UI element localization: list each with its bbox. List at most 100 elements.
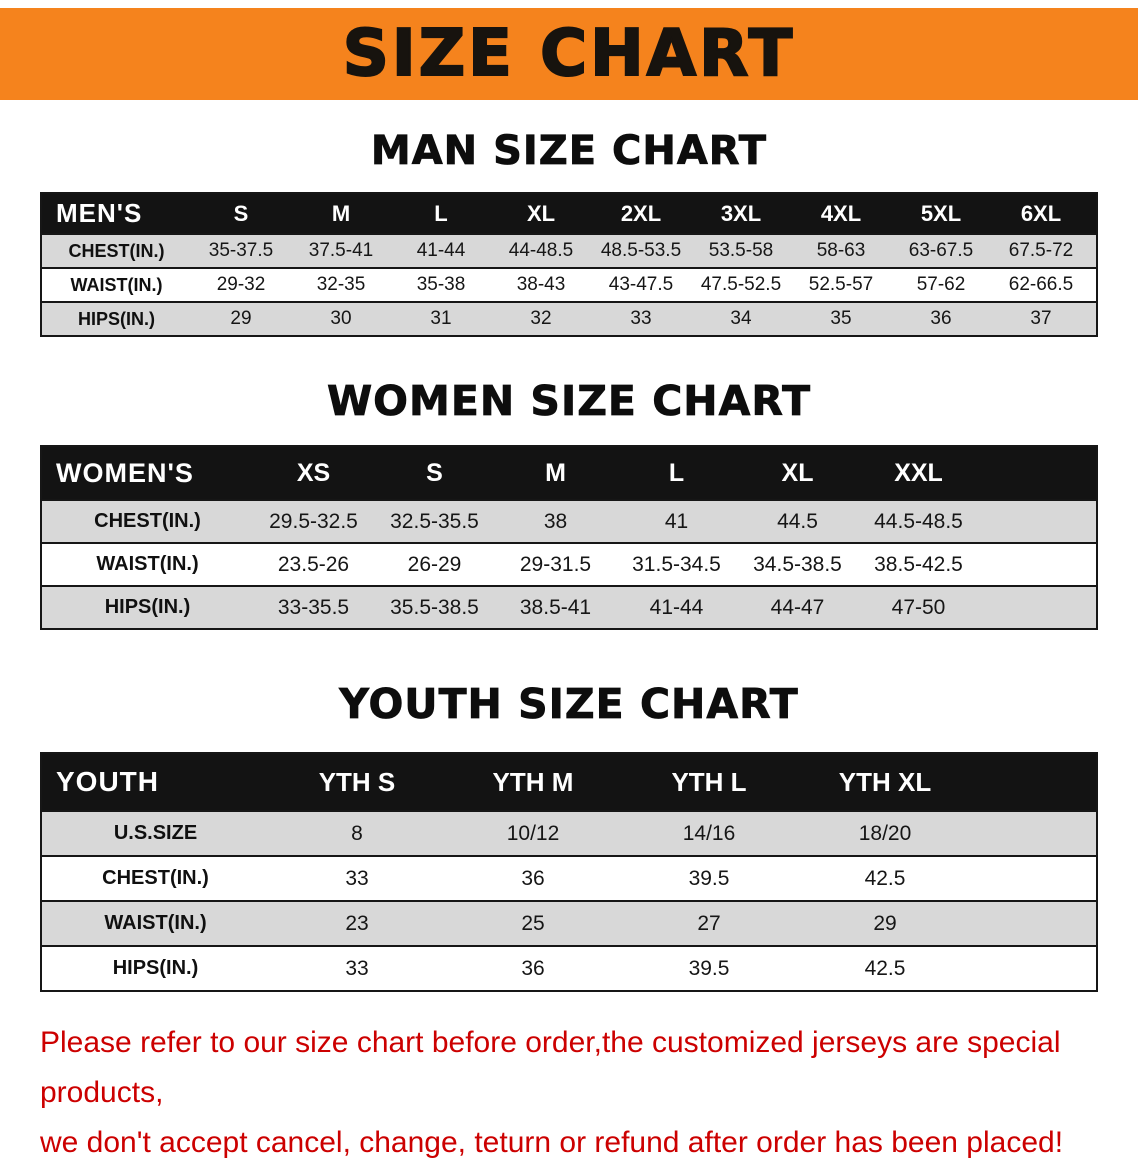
size-value-cell: 34 [691,301,791,336]
row-label: WAIST(IN.) [41,267,191,302]
size-value-cell: 35 [791,301,891,336]
row-label: CHEST(IN.) [41,855,269,901]
size-value-cell: 41-44 [391,233,491,268]
size-column-header: M [291,193,391,234]
size-value-cell: 38-43 [491,267,591,302]
size-column-header: L [391,193,491,234]
women-size-section: WOMEN SIZE CHART WOMEN'S XS S M L XL XXL CHEST(… [0,377,1138,630]
table-header-row: MEN'S S M L XL 2XL 3XL 4XL 5XL 6XL [41,193,1097,234]
size-value-cell: 32 [491,301,591,336]
size-value-cell: 42.5 [797,945,973,991]
row-label: HIPS(IN.) [41,945,269,991]
size-value-cell: 33 [269,855,445,901]
size-value-cell: 8 [269,810,445,856]
size-value-cell: 67.5-72 [991,233,1091,268]
size-value-cell: 37.5-41 [291,233,391,268]
size-column-header: 4XL [791,193,891,234]
size-chart-content: MAN SIZE CHART MEN'S S M L XL 2XL 3XL 4XL 5XL 6XL… [0,128,1138,1168]
disclaimer-line-1: Please refer to our size chart before or… [40,1026,1061,1109]
youth-size-table: YOUTH YTH S YTH M YTH L YTH XL U.S.SIZE 8 10/12… [40,752,1098,992]
size-value-cell: 33-35.5 [253,585,374,629]
size-value-cell: 35.5-38.5 [374,585,495,629]
size-value-cell: 30 [291,301,391,336]
table-row: CHEST(IN.) 35-37.5 37.5-41 41-44 44-48.5 48.5… [41,233,1097,268]
row-label: U.S.SIZE [41,810,269,856]
spacer-cell [979,542,1097,586]
spacer-cell [973,810,1097,856]
size-value-cell: 29-31.5 [495,542,616,586]
spacer-cell [1091,193,1097,234]
size-value-cell: 57-62 [891,267,991,302]
size-value-cell: 35-37.5 [191,233,291,268]
size-column-header: 3XL [691,193,791,234]
table-row: HIPS(IN.) 29 30 31 32 33 34 35 36 37 [41,301,1097,336]
spacer-cell [973,753,1097,811]
size-column-header: 5XL [891,193,991,234]
size-value-cell: 34.5-38.5 [737,542,858,586]
table-row: WAIST(IN.) 29-32 32-35 35-38 38-43 43-47.5 47.… [41,267,1097,302]
disclaimer-note: Please refer to our size chart before or… [40,1018,1138,1168]
size-column-header: XL [491,193,591,234]
table-row: CHEST(IN.) 33 36 39.5 42.5 [41,855,1097,901]
table-row: CHEST(IN.) 29.5-32.5 32.5-35.5 38 41 44.5 44.5… [41,499,1097,543]
row-label: CHEST(IN.) [41,499,253,543]
size-value-cell: 25 [445,900,621,946]
size-value-cell: 27 [621,900,797,946]
size-chart-banner: SIZE CHART [0,8,1138,100]
youth-size-section: YOUTH SIZE CHART YOUTH YTH S YTH M YTH L YTH… [0,680,1138,992]
spacer-cell [973,855,1097,901]
spacer-cell [1091,267,1097,302]
size-value-cell: 44-47 [737,585,858,629]
size-value-cell: 63-67.5 [891,233,991,268]
size-column-header: S [374,446,495,500]
row-label: HIPS(IN.) [41,301,191,336]
table-row: HIPS(IN.) 33-35.5 35.5-38.5 38.5-41 41-44 44-… [41,585,1097,629]
size-column-header: XXL [858,446,979,500]
size-value-cell: 29-32 [191,267,291,302]
size-value-cell: 32.5-35.5 [374,499,495,543]
table-row: U.S.SIZE 8 10/12 14/16 18/20 [41,810,1097,856]
size-value-cell: 42.5 [797,855,973,901]
size-value-cell: 44-48.5 [491,233,591,268]
size-column-header: YTH S [269,753,445,811]
size-value-cell: 23 [269,900,445,946]
size-column-header: YTH XL [797,753,973,811]
spacer-cell [973,900,1097,946]
size-value-cell: 29 [191,301,291,336]
size-column-header: YTH L [621,753,797,811]
size-value-cell: 43-47.5 [591,267,691,302]
table-header-row: WOMEN'S XS S M L XL XXL [41,446,1097,500]
size-value-cell: 38 [495,499,616,543]
disclaimer-line-2: we don't accept cancel, change, teturn o… [40,1126,1064,1159]
size-value-cell: 31 [391,301,491,336]
spacer-cell [979,446,1097,500]
size-value-cell: 10/12 [445,810,621,856]
table-title-cell: MEN'S [41,193,191,234]
size-value-cell: 52.5-57 [791,267,891,302]
men-size-section: MAN SIZE CHART MEN'S S M L XL 2XL 3XL 4XL 5XL 6XL… [0,128,1138,337]
row-label: HIPS(IN.) [41,585,253,629]
size-value-cell: 36 [891,301,991,336]
size-value-cell: 31.5-34.5 [616,542,737,586]
table-header-row: YOUTH YTH S YTH M YTH L YTH XL [41,753,1097,811]
size-column-header: XL [737,446,858,500]
size-column-header: YTH M [445,753,621,811]
size-value-cell: 48.5-53.5 [591,233,691,268]
size-column-header: L [616,446,737,500]
size-value-cell: 39.5 [621,945,797,991]
size-column-header: M [495,446,616,500]
size-value-cell: 29 [797,900,973,946]
size-column-header: XS [253,446,374,500]
size-value-cell: 39.5 [621,855,797,901]
size-value-cell: 26-29 [374,542,495,586]
size-value-cell: 47-50 [858,585,979,629]
size-value-cell: 62-66.5 [991,267,1091,302]
size-column-header: 2XL [591,193,691,234]
size-value-cell: 33 [269,945,445,991]
size-value-cell: 58-63 [791,233,891,268]
size-value-cell: 38.5-42.5 [858,542,979,586]
spacer-cell [979,499,1097,543]
women-size-table: WOMEN'S XS S M L XL XXL CHEST(IN.) 29.5-32.5 32.5… [40,445,1098,630]
table-row: WAIST(IN.) 23 25 27 29 [41,900,1097,946]
row-label: WAIST(IN.) [41,900,269,946]
